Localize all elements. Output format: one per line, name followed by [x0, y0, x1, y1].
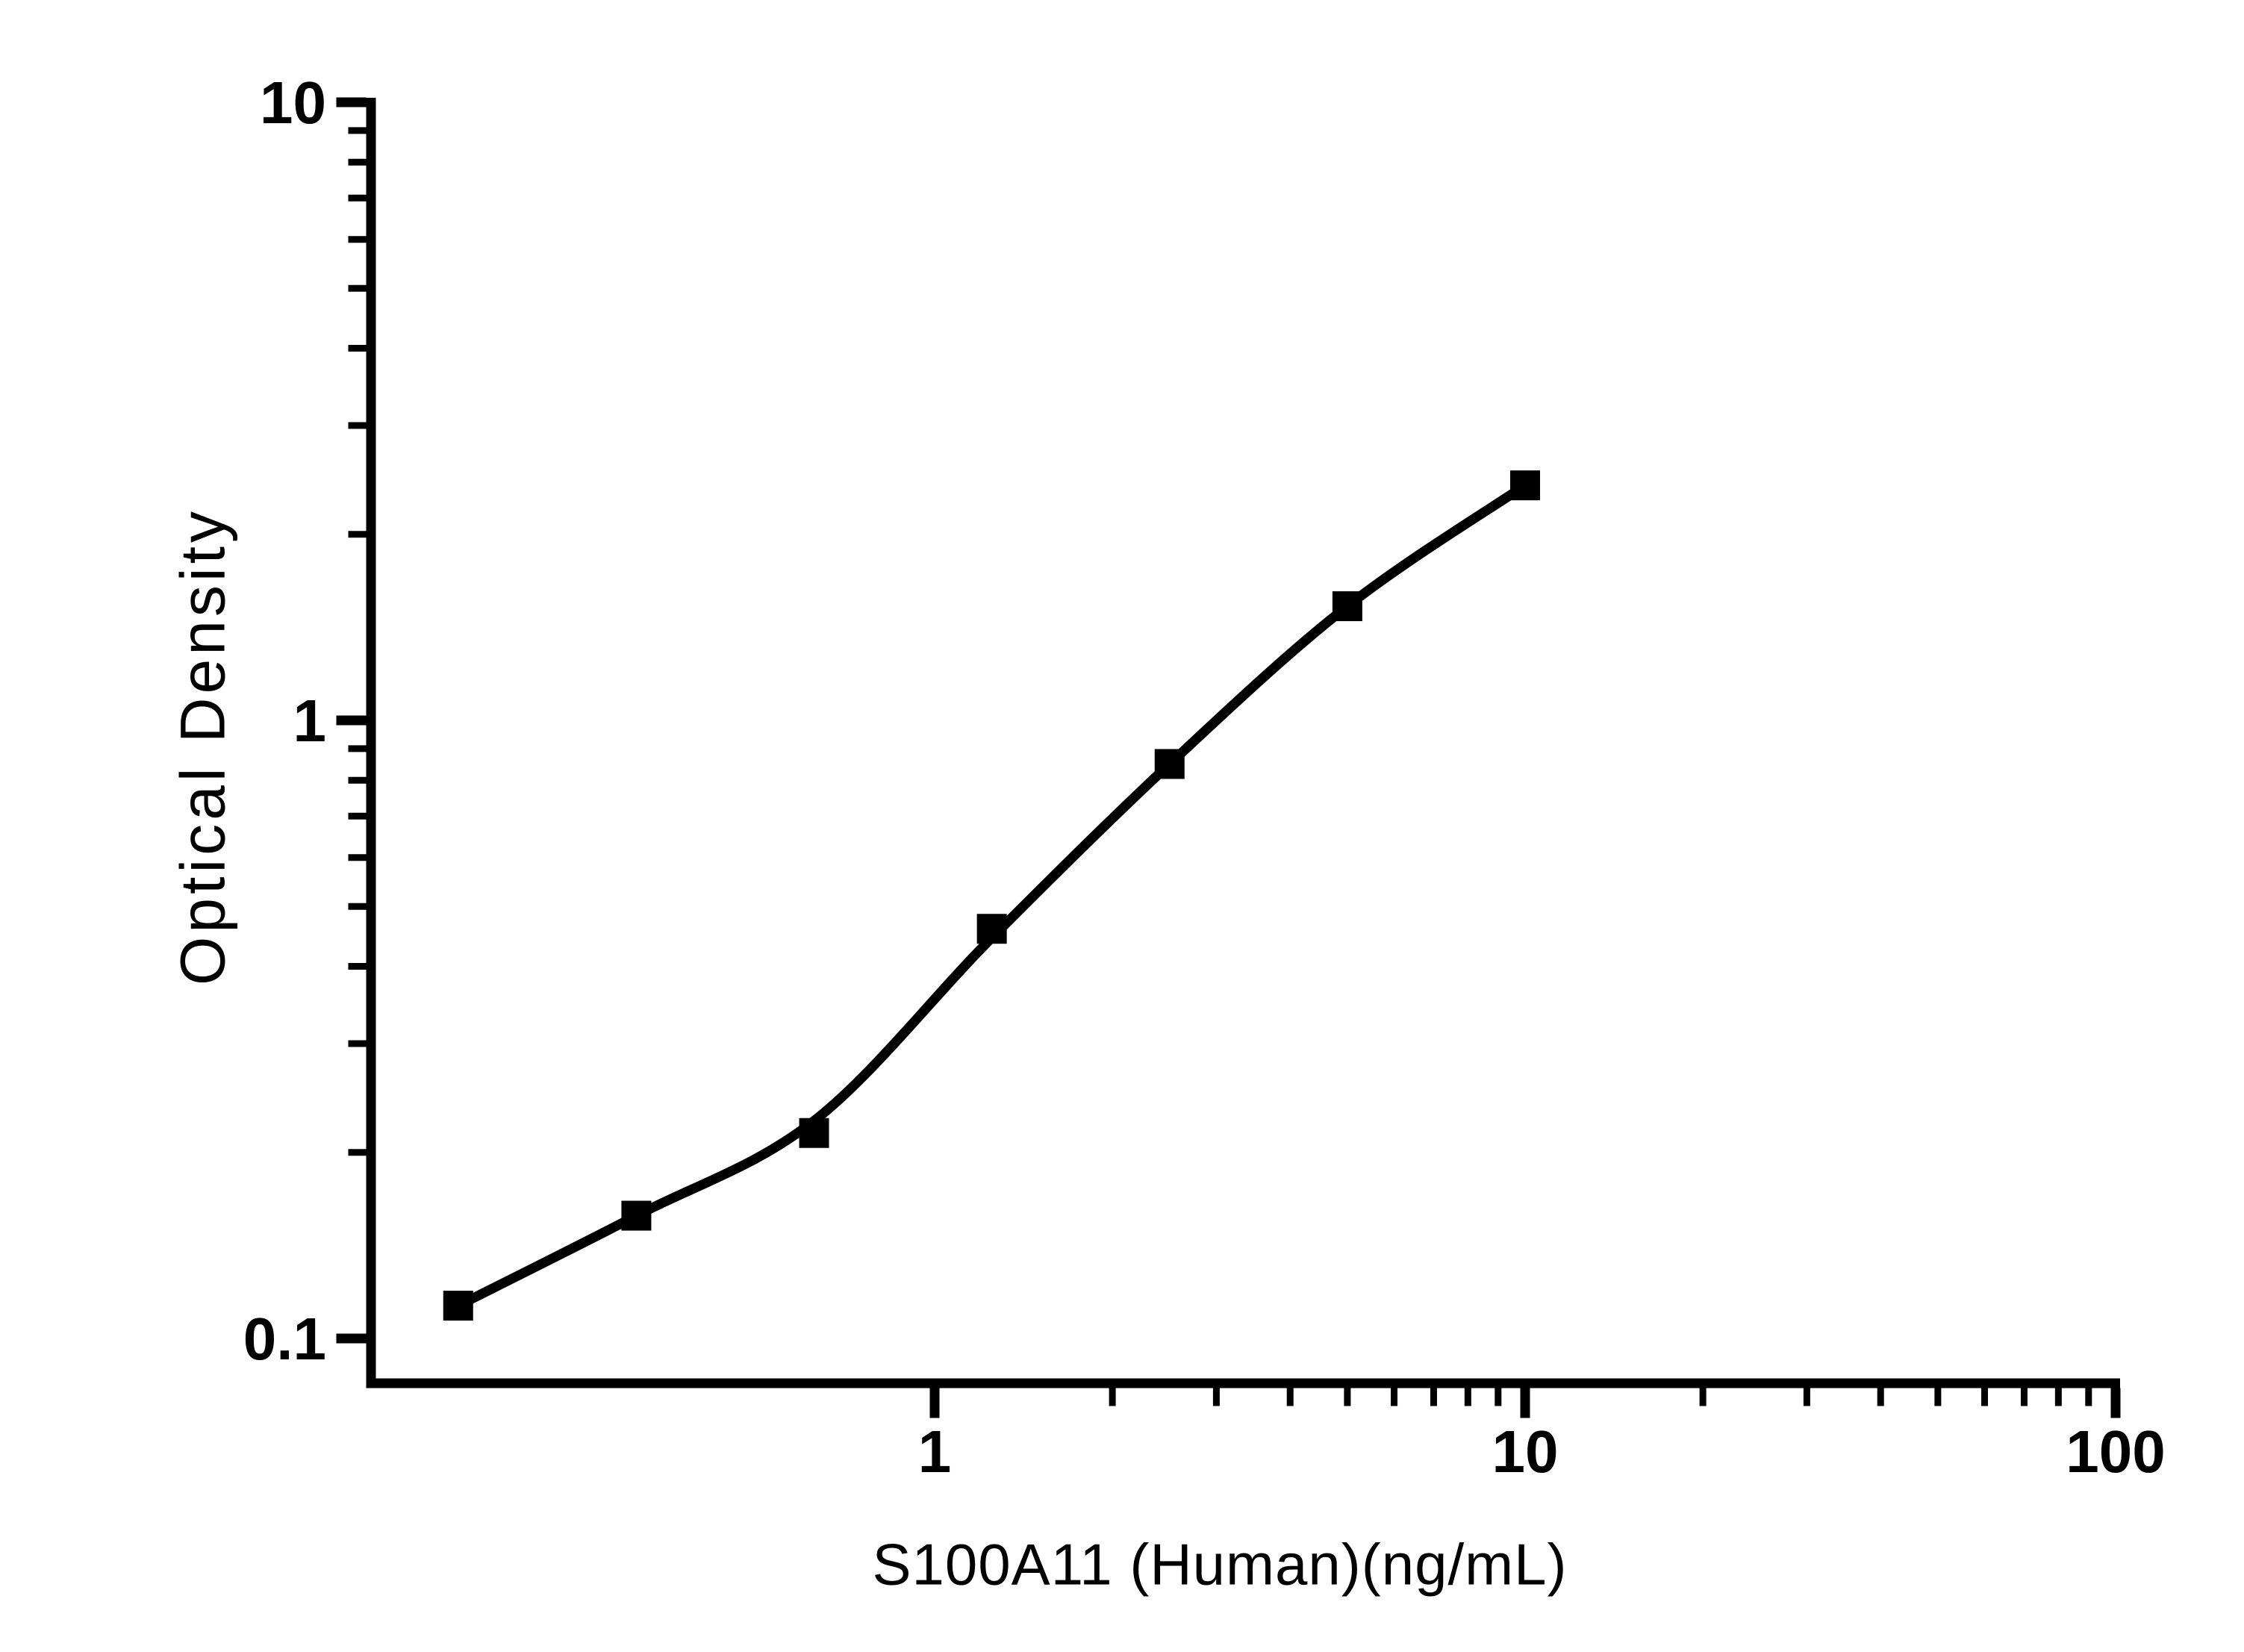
data-point-marker: [976, 914, 1007, 944]
x-tick-label: 10: [1492, 1418, 1559, 1485]
x-tick-label: 1: [918, 1418, 952, 1485]
y-axis-title: Optical Density: [167, 508, 238, 985]
x-axis-title: S100A11 (Human)(ng/mL): [872, 1531, 1568, 1598]
data-point-marker: [1154, 749, 1185, 779]
y-tick-label: 10: [260, 69, 326, 136]
fit-curve: [453, 480, 1530, 1311]
y-tick-label: 0.1: [243, 1306, 326, 1372]
data-point-marker: [799, 1118, 829, 1148]
y-tick-label: 1: [293, 688, 327, 754]
data-point-marker: [1510, 470, 1540, 501]
data-point-marker: [621, 1200, 652, 1231]
data-point-marker: [443, 1291, 473, 1321]
data-point-marker: [1332, 591, 1362, 622]
axis-lines: [366, 98, 2120, 1388]
x-tick-label: 100: [2066, 1418, 2165, 1485]
